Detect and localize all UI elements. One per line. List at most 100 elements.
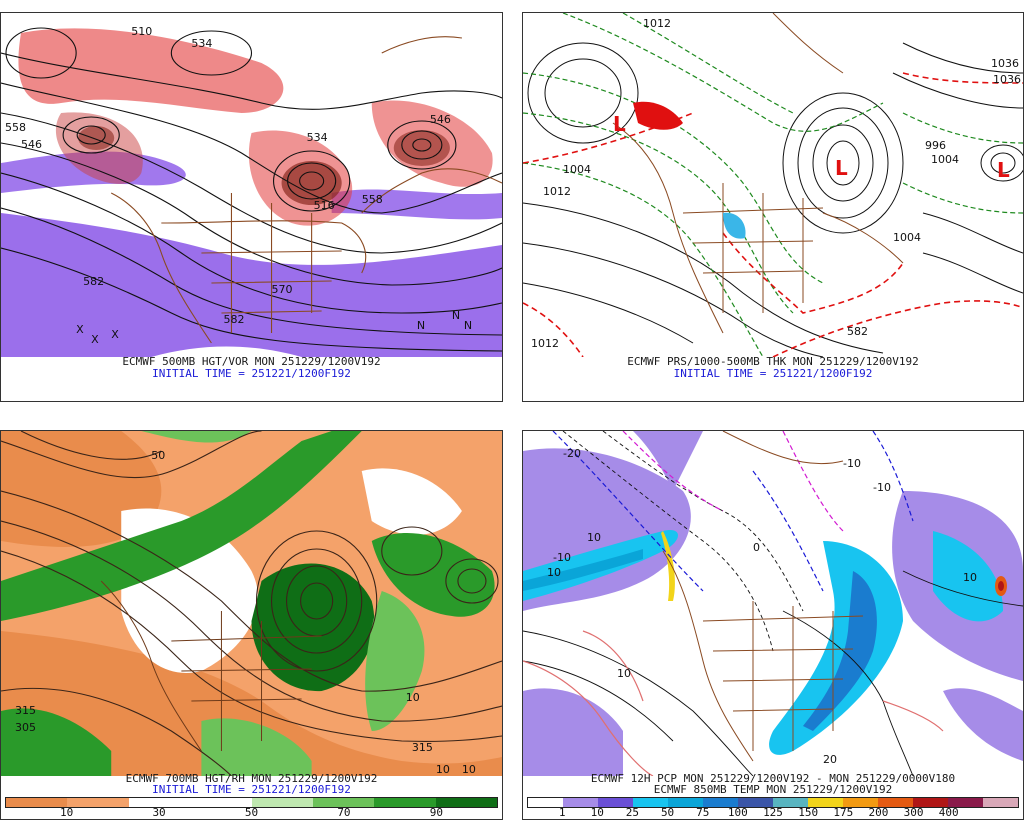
panel-caption: ECMWF PRS/1000-500MB THK MON 251229/1200… [627, 355, 919, 368]
contour-label: 546 [430, 113, 451, 126]
map-marker: N [452, 309, 460, 322]
isobar-label: 996 [925, 139, 946, 152]
colorbar-tick-label: 100 [727, 806, 748, 819]
colorbar-tick-label: 125 [763, 806, 783, 819]
colorbar-swatch [808, 798, 843, 807]
colorbar-tick-label: 90 [429, 806, 443, 819]
temp-contour-label: 0 [753, 541, 760, 554]
isobar-label: 1004 [931, 153, 959, 166]
contour-label: 558 [5, 121, 26, 134]
panel-caption: ECMWF 500MB HGT/VOR MON 251229/1200V192 [122, 355, 381, 368]
precip-colorbar-ticks: 1 10 25 50 75 100 125 150 175 200 300 400 [527, 807, 1019, 819]
initial-time-caption: INITIAL TIME = 251221/1200F192 [152, 367, 351, 380]
isobar-label: 582 [847, 325, 868, 338]
colorbar-tick-label: 10 [60, 806, 74, 819]
colorbar-swatch [913, 798, 948, 807]
isobar-label: 1004 [893, 231, 921, 244]
contour-label: 10 [406, 691, 420, 704]
map-marker: X [91, 333, 99, 346]
panel-caption: ECMWF 12H PCP MON 251229/1200V192 - MON … [590, 772, 956, 785]
colorbar-swatch [633, 798, 668, 807]
contour-label: 10 [436, 763, 450, 776]
temp-contour-label: 20 [823, 753, 837, 766]
contour-label: 534 [307, 131, 328, 144]
colorbar-tick-label: 200 [868, 806, 889, 819]
low-pressure-marker: L [997, 158, 1010, 182]
isobar-label: 1004 [563, 163, 591, 176]
temp-contour-label: 10 [587, 531, 601, 544]
initial-time-caption: INITIAL TIME = 251221/1200F192 [673, 367, 873, 380]
map-pressure: 1012 1036 996 1004 1012 1004 1012 1036 1… [523, 13, 1023, 357]
contour-label: 516 [314, 199, 335, 212]
contour-label: 582 [223, 313, 244, 326]
isobar-label: 1012 [643, 17, 671, 30]
temp-contour-label: 10 [963, 571, 977, 584]
colorbar-swatch [528, 798, 563, 807]
temp-contour-label: -10 [873, 481, 891, 494]
temp-contour-label: -10 [553, 551, 571, 564]
initial-time-caption: INITIAL TIME = 251221/1200F192 [152, 783, 351, 796]
colorbar-tick-label: 300 [903, 806, 924, 819]
map-marker: X [76, 323, 84, 336]
contour-label: 582 [83, 275, 104, 288]
isobar-label: 1012 [543, 185, 571, 198]
colorbar-tick-label: 150 [798, 806, 819, 819]
panel-pressure-thickness: 1012 1036 996 1004 1012 1004 1012 1036 1… [522, 12, 1024, 402]
colorbar-swatch [738, 798, 773, 807]
low-pressure-marker: L [613, 112, 626, 136]
temp-caption: ECMWF 850MB TEMP MON 251229/1200V192 [653, 783, 893, 796]
map-pressure-svg: 1012 1036 996 1004 1012 1004 1012 1036 1… [523, 13, 1023, 357]
colorbar-swatch [668, 798, 703, 807]
contour-label: 315 [15, 704, 36, 717]
contour-label: 546 [21, 138, 42, 151]
colorbar-swatch [948, 798, 983, 807]
contour-label: 558 [362, 193, 383, 206]
rh-colorbar [5, 797, 498, 808]
contour-label: 305 [15, 721, 36, 734]
map-500mb-svg: 510 558 546 534 516 546 558 582 570 582 … [1, 13, 502, 357]
map-precip-svg: -20 -10 10 10 -10 10 20 10 0 -10 [523, 431, 1023, 776]
colorbar-swatch [878, 798, 913, 807]
colorbar-tick-label: 50 [244, 806, 259, 819]
colorbar-tick-label: 1 [558, 806, 566, 819]
temp-contour-label: 10 [617, 667, 631, 680]
contour-label: 50 [151, 449, 165, 462]
temp-contour-label: -10 [843, 457, 861, 470]
colorbar-tick-label: 30 [152, 806, 166, 819]
contour-label: 10 [462, 763, 476, 776]
colorbar-swatch [703, 798, 738, 807]
panel-caption: ECMWF 700MB HGT/RH MON 251229/1200V192 [125, 772, 378, 785]
colorbar-tick-label: 175 [833, 806, 854, 819]
map-marker: X [111, 328, 119, 341]
map-marker: N [464, 319, 472, 332]
colorbar-swatch [374, 798, 436, 807]
map-700mb: 315 315 10 10 305 50 10 [1, 431, 502, 776]
colorbar-swatch [128, 798, 191, 807]
colorbar-tick-label: 75 [696, 806, 710, 819]
isobar-label: 1012 [531, 337, 559, 350]
isobar-label: 1036 [993, 73, 1021, 86]
contour-label: 510 [131, 25, 152, 38]
panel-700mb-height-rh: 315 315 10 10 305 50 10 ECMWF 700MB HGT/… [0, 430, 503, 820]
map-500mb: 510 558 546 534 516 546 558 582 570 582 … [1, 13, 502, 357]
colorbar-swatch [312, 798, 375, 807]
colorbar-swatch [6, 798, 68, 807]
colorbar-swatch [563, 798, 598, 807]
colorbar-tick-label: 25 [625, 806, 640, 819]
rh-colorbar-ticks: 10 30 50 70 90 [5, 807, 498, 819]
map-marker: N [417, 319, 425, 332]
colorbar-swatch [190, 798, 252, 807]
colorbar-swatch [251, 798, 313, 807]
colorbar-tick-label: 400 [938, 806, 959, 819]
isobar-label: 1036 [991, 57, 1019, 70]
colorbar-swatch [598, 798, 633, 807]
colorbar-tick-label: 50 [660, 806, 675, 819]
low-pressure-marker: L [835, 156, 848, 180]
colorbar-swatch [773, 798, 808, 807]
colorbar-swatch [67, 798, 129, 807]
temp-contour-label: -20 [563, 447, 581, 460]
colorbar-swatch [843, 798, 878, 807]
colorbar-swatch [983, 798, 1018, 807]
panel-500mb-height-vorticity: 510 558 546 534 516 546 558 582 570 582 … [0, 12, 503, 402]
colorbar-tick-label: 10 [590, 806, 604, 819]
